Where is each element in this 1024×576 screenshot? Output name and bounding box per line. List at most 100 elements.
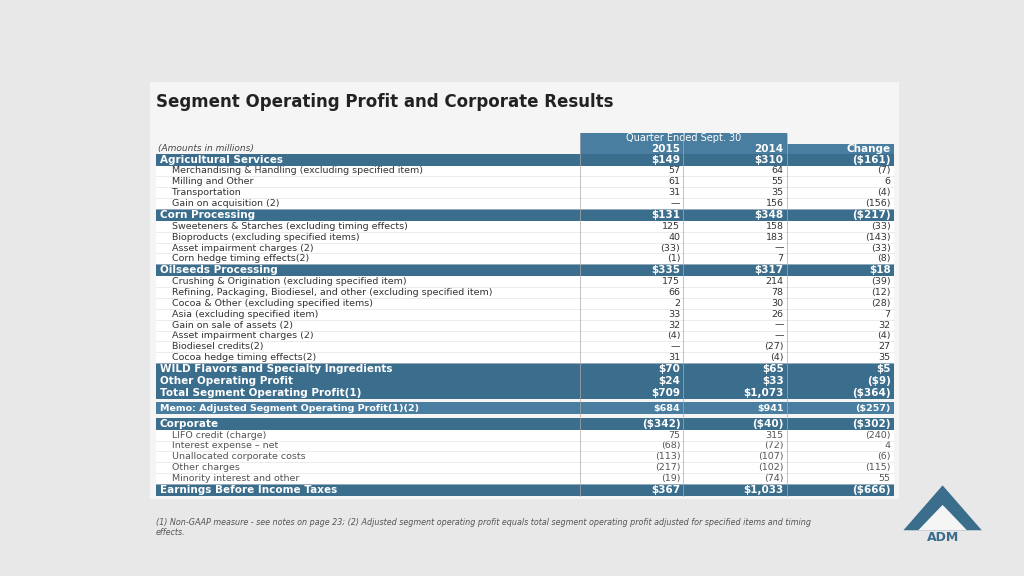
Bar: [156, 298, 894, 309]
Text: —: —: [774, 244, 783, 252]
Text: (4): (4): [667, 332, 680, 340]
Text: 30: 30: [771, 299, 783, 308]
Text: $65: $65: [762, 364, 783, 374]
Text: Cocoa & Other (excluding specified items): Cocoa & Other (excluding specified items…: [160, 299, 373, 308]
Text: 35: 35: [879, 353, 891, 362]
Text: Other Operating Profit: Other Operating Profit: [160, 376, 293, 386]
Bar: [156, 375, 894, 387]
Text: $367: $367: [651, 485, 680, 495]
Text: (7): (7): [878, 166, 891, 176]
Bar: [156, 209, 894, 221]
Text: Gain on acquisition (2): Gain on acquisition (2): [160, 199, 280, 208]
Text: ($161): ($161): [852, 154, 891, 165]
Bar: [156, 242, 894, 253]
Text: $684: $684: [653, 404, 680, 413]
Text: (33): (33): [660, 244, 680, 252]
Text: Earnings Before Income Taxes: Earnings Before Income Taxes: [160, 485, 337, 495]
Text: (240): (240): [865, 431, 891, 439]
Bar: [156, 342, 894, 353]
Text: Transportation: Transportation: [160, 188, 241, 197]
Text: Corporate: Corporate: [160, 419, 219, 429]
Bar: [156, 452, 894, 463]
Text: (28): (28): [871, 299, 891, 308]
Text: 75: 75: [669, 431, 680, 439]
Text: 4: 4: [885, 441, 891, 450]
Text: Sweeteners & Starches (excluding timing effects): Sweeteners & Starches (excluding timing …: [160, 222, 408, 231]
Text: $33: $33: [762, 376, 783, 386]
Text: 315: 315: [766, 431, 783, 439]
Text: (4): (4): [770, 353, 783, 362]
Text: 125: 125: [663, 222, 680, 231]
Text: 2015: 2015: [651, 143, 680, 154]
Bar: [156, 430, 894, 441]
Text: $70: $70: [658, 364, 680, 374]
Text: ($342): ($342): [642, 419, 680, 429]
Text: (156): (156): [865, 199, 891, 208]
Text: 32: 32: [879, 321, 891, 329]
Text: —: —: [774, 321, 783, 329]
Text: —: —: [671, 342, 680, 351]
Text: Crushing & Origination (excluding specified item): Crushing & Origination (excluding specif…: [160, 277, 407, 286]
Bar: [156, 418, 894, 430]
Text: 61: 61: [669, 177, 680, 186]
Text: $709: $709: [651, 388, 680, 398]
Text: Bioproducts (excluding specified items): Bioproducts (excluding specified items): [160, 233, 359, 242]
Text: 214: 214: [766, 277, 783, 286]
Text: (27): (27): [764, 342, 783, 351]
Text: WILD Flavors and Specialty Ingredients: WILD Flavors and Specialty Ingredients: [160, 364, 392, 374]
Bar: [156, 221, 894, 232]
Bar: [156, 154, 894, 165]
Text: $310: $310: [755, 154, 783, 165]
Text: 33: 33: [668, 310, 680, 319]
Text: 175: 175: [663, 277, 680, 286]
Text: 183: 183: [766, 233, 783, 242]
Bar: [156, 264, 894, 276]
Text: —: —: [774, 332, 783, 340]
Text: (143): (143): [865, 233, 891, 242]
Bar: [156, 287, 894, 298]
Text: (74): (74): [764, 474, 783, 483]
Text: Gain on sale of assets (2): Gain on sale of assets (2): [160, 321, 293, 329]
Text: 40: 40: [669, 233, 680, 242]
Bar: [156, 353, 894, 363]
Text: 7: 7: [777, 255, 783, 263]
Text: (4): (4): [878, 332, 891, 340]
Text: —: —: [671, 199, 680, 208]
Text: $941: $941: [757, 404, 783, 413]
Bar: [156, 387, 894, 399]
Text: $18: $18: [869, 266, 891, 275]
Text: LIFO credit (charge): LIFO credit (charge): [160, 431, 266, 439]
Text: (1) Non-GAAP measure - see notes on page 23; (2) Adjusted segment operating prof: (1) Non-GAAP measure - see notes on page…: [156, 518, 811, 537]
Text: (1): (1): [667, 255, 680, 263]
Text: 31: 31: [669, 188, 680, 197]
Text: 78: 78: [772, 288, 783, 297]
Text: $1,073: $1,073: [743, 388, 783, 398]
Text: 55: 55: [879, 474, 891, 483]
Text: (12): (12): [871, 288, 891, 297]
Text: ($302): ($302): [852, 419, 891, 429]
Text: $131: $131: [651, 210, 680, 220]
Text: Interest expense – net: Interest expense – net: [160, 441, 278, 450]
Text: ($9): ($9): [866, 376, 891, 386]
Bar: [156, 403, 894, 414]
Text: 57: 57: [669, 166, 680, 176]
Text: $317: $317: [755, 266, 783, 275]
Text: Segment Operating Profit and Corporate Results: Segment Operating Profit and Corporate R…: [156, 93, 613, 111]
Text: 2: 2: [675, 299, 680, 308]
Polygon shape: [919, 505, 967, 530]
Text: (115): (115): [865, 463, 891, 472]
Text: 66: 66: [669, 288, 680, 297]
Text: 27: 27: [879, 342, 891, 351]
Polygon shape: [909, 493, 976, 530]
Text: Asia (excluding specified item): Asia (excluding specified item): [160, 310, 318, 319]
Text: (19): (19): [660, 474, 680, 483]
Text: $335: $335: [651, 266, 680, 275]
Bar: [156, 232, 894, 242]
Text: (113): (113): [654, 452, 680, 461]
Text: ($40): ($40): [753, 419, 783, 429]
Text: ($364): ($364): [852, 388, 891, 398]
Bar: [156, 253, 894, 264]
Text: Unallocated corporate costs: Unallocated corporate costs: [160, 452, 305, 461]
Text: $24: $24: [658, 376, 680, 386]
Bar: [156, 363, 894, 375]
